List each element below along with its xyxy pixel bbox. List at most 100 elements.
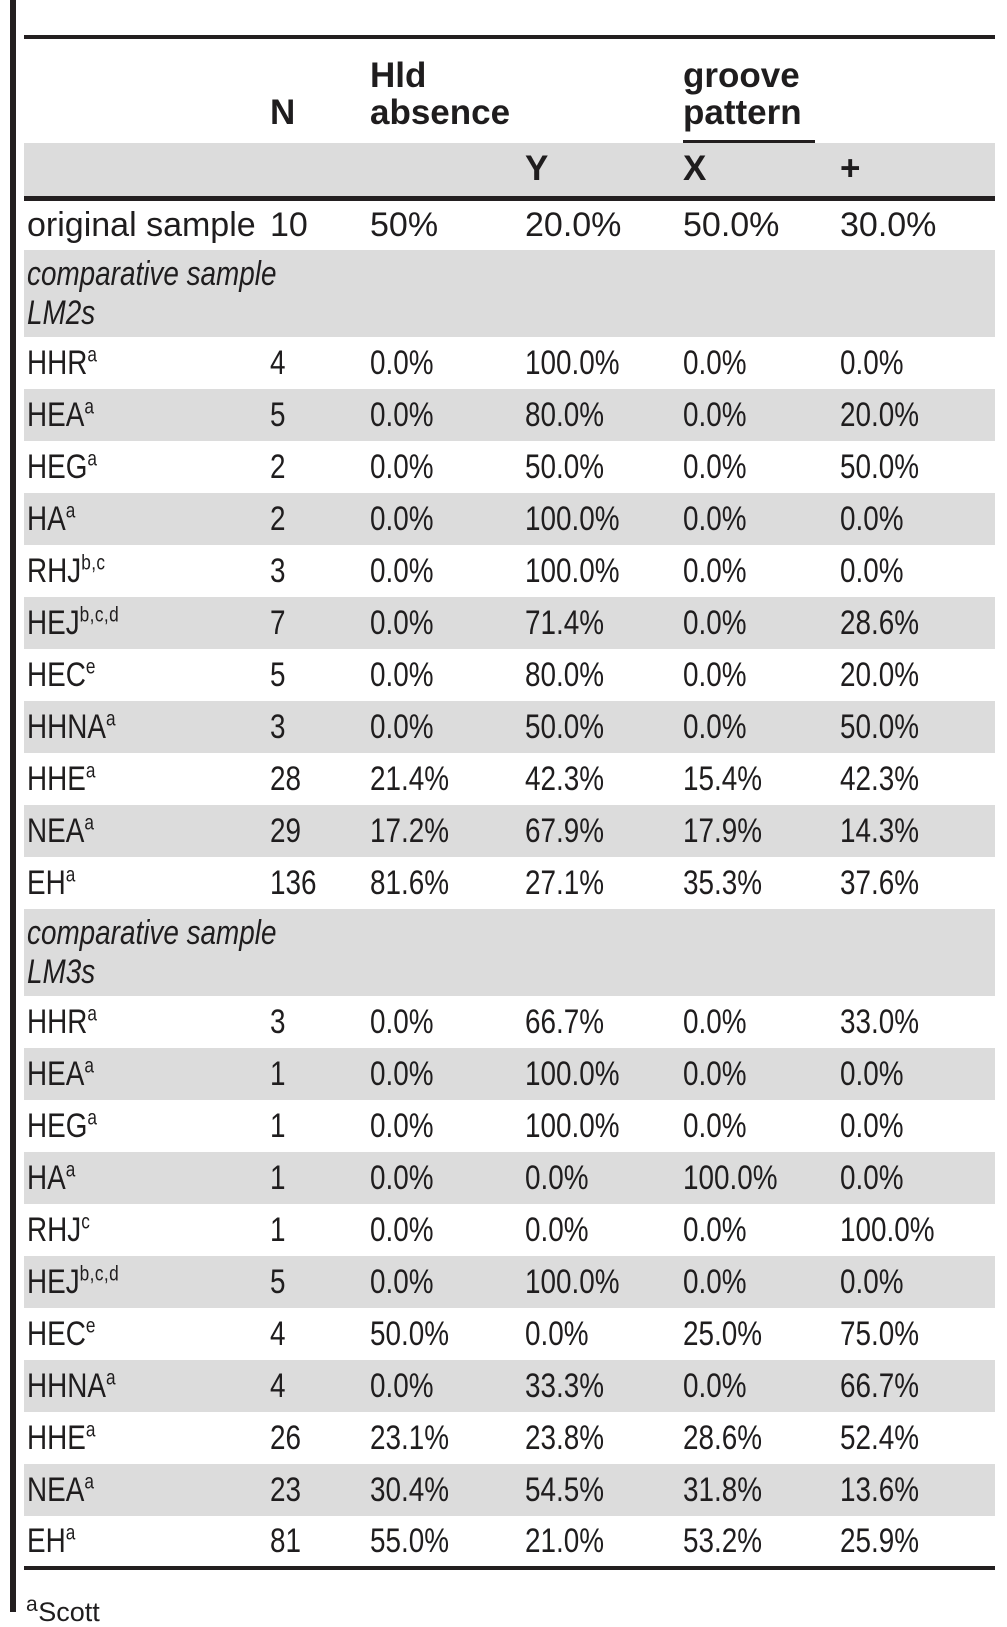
cell-groove-y: 23.8% <box>525 1418 605 1457</box>
groove-pattern-label: groove pattern <box>683 57 815 143</box>
cell-groove-plus: 52.4% <box>840 1418 920 1457</box>
cell-groove-x: 28.6% <box>683 1418 763 1457</box>
cell-hld-absence: 0.0% <box>370 1054 434 1093</box>
cell-groove-y: 100.0% <box>525 1106 620 1145</box>
cell-groove-y: 67.9% <box>525 811 605 850</box>
cell-groove-plus: 28.6% <box>840 603 920 642</box>
cell-groove-y: 50.0% <box>525 447 605 486</box>
table-row: HEJb,c,d 5 0.0% 100.0% 0.0% 0.0% <box>24 1256 995 1308</box>
cell-groove-plus: 100.0% <box>840 1210 935 1249</box>
cell-groove-x: 0.0% <box>683 1106 747 1145</box>
footnote-marker: a <box>65 1521 76 1545</box>
cell-groove-plus: 0.0% <box>840 1262 904 1301</box>
table-row: NEAa 23 30.4% 54.5% 31.8% 13.6% <box>24 1464 995 1516</box>
footnote-marker: b,c,d <box>79 1262 120 1286</box>
row-label: HHEa <box>27 1418 96 1457</box>
cell-n: 4 <box>270 343 286 382</box>
cell-groove-plus: 37.6% <box>840 863 920 902</box>
cell-n: 4 <box>270 1314 286 1353</box>
table-row: HEAa 5 0.0% 80.0% 0.0% 20.0% <box>24 389 995 441</box>
table-row: HECe 5 0.0% 80.0% 0.0% 20.0% <box>24 649 995 701</box>
cell-groove-y: 100.0% <box>525 551 620 590</box>
cell-groove-y: 66.7% <box>525 1002 605 1041</box>
cell-groove-y: 27.1% <box>525 863 605 902</box>
cell-groove-y: 33.3% <box>525 1366 605 1405</box>
cell-n: 1 <box>270 1210 286 1249</box>
cell-groove-y: 100.0% <box>525 1262 620 1301</box>
footnote-marker: a <box>85 1418 96 1442</box>
cell-groove-x: 50.0% <box>683 205 780 244</box>
cell-groove-x: 35.3% <box>683 863 763 902</box>
cell-groove-plus: 75.0% <box>840 1314 920 1353</box>
row-label: HHEa <box>27 759 96 798</box>
cell-groove-y: 80.0% <box>525 395 605 434</box>
cell-groove-y: 0.0% <box>525 1210 589 1249</box>
cell-groove-y: 100.0% <box>525 343 620 382</box>
cell-hld-absence: 0.0% <box>370 395 434 434</box>
col-header-hld-absence: Hld absence <box>370 56 511 132</box>
cell-groove-x: 53.2% <box>683 1521 763 1560</box>
row-label: HHRa <box>27 343 98 382</box>
footnote-marker: a <box>87 1002 98 1026</box>
cell-n: 1 <box>270 1054 286 1093</box>
cell-groove-plus: 0.0% <box>840 1106 904 1145</box>
cell-groove-x: 0.0% <box>683 707 747 746</box>
table-row: original sample 10 50% 20.0% 50.0% 30.0% <box>24 198 995 250</box>
row-label: HECe <box>27 655 96 694</box>
cell-hld-absence: 23.1% <box>370 1418 450 1457</box>
section-label: comparative sample LM2s <box>27 254 277 332</box>
cell-groove-plus: 20.0% <box>840 395 920 434</box>
table-row: HEGa 2 0.0% 50.0% 0.0% 50.0% <box>24 441 995 493</box>
footnote-marker: a <box>84 395 95 419</box>
cell-hld-absence: 0.0% <box>370 1262 434 1301</box>
cell-groove-x: 0.0% <box>683 1210 747 1249</box>
footnote-marker: a <box>87 1106 98 1130</box>
cell-groove-x: 0.0% <box>683 1262 747 1301</box>
footnote-marker: e <box>85 655 96 679</box>
row-label: RHJc <box>27 1210 91 1249</box>
col-header-x: X <box>683 149 707 189</box>
cell-hld-absence: 55.0% <box>370 1521 450 1560</box>
cell-hld-absence: 17.2% <box>370 811 450 850</box>
footnote-fragment: aScott <box>26 1594 100 1627</box>
cell-hld-absence: 0.0% <box>370 1158 434 1197</box>
cell-groove-plus: 66.7% <box>840 1366 920 1405</box>
row-label: HHNAa <box>27 707 116 746</box>
cell-hld-absence: 0.0% <box>370 603 434 642</box>
footnote-marker: a <box>65 863 76 887</box>
cell-n: 4 <box>270 1366 286 1405</box>
row-label: HEGa <box>27 447 98 486</box>
table-row: RHJc 1 0.0% 0.0% 0.0% 100.0% <box>24 1204 995 1256</box>
cell-groove-y: 54.5% <box>525 1470 605 1509</box>
cell-groove-x: 0.0% <box>683 343 747 382</box>
cell-n: 81 <box>270 1521 302 1560</box>
cell-groove-plus: 13.6% <box>840 1470 920 1509</box>
footnote-marker: a <box>65 499 76 523</box>
cell-hld-absence: 0.0% <box>370 1002 434 1041</box>
row-label: HECe <box>27 1314 96 1353</box>
table-row: HHEa 26 23.1% 23.8% 28.6% 52.4% <box>24 1412 995 1464</box>
cell-n: 136 <box>270 863 317 902</box>
header-spacer <box>370 143 525 198</box>
cell-groove-plus: 0.0% <box>840 1158 904 1197</box>
table-row: HHRa 3 0.0% 66.7% 0.0% 33.0% <box>24 996 995 1048</box>
table-row: EHa 81 55.0% 21.0% 53.2% 25.9% <box>24 1516 995 1568</box>
cell-groove-plus: 33.0% <box>840 1002 920 1041</box>
section-header-row: comparative sample LM2s <box>24 250 995 337</box>
cell-n: 3 <box>270 1002 286 1041</box>
cell-groove-y: 100.0% <box>525 499 620 538</box>
table-row: HECe 4 50.0% 0.0% 25.0% 75.0% <box>24 1308 995 1360</box>
footnote-marker: a <box>65 1158 76 1182</box>
footnote-marker: a <box>106 707 116 731</box>
cell-groove-y: 42.3% <box>525 759 605 798</box>
section-header-row: comparative sample LM3s <box>24 909 995 996</box>
cell-hld-absence: 0.0% <box>370 499 434 538</box>
cell-groove-y: 21.0% <box>525 1521 605 1560</box>
cell-groove-plus: 25.9% <box>840 1521 920 1560</box>
cell-groove-x: 0.0% <box>683 499 747 538</box>
cell-n: 23 <box>270 1470 302 1509</box>
figure-left-border <box>10 0 16 1612</box>
cell-n: 2 <box>270 499 286 538</box>
header-spacer <box>24 143 270 198</box>
cell-groove-plus: 0.0% <box>840 551 904 590</box>
